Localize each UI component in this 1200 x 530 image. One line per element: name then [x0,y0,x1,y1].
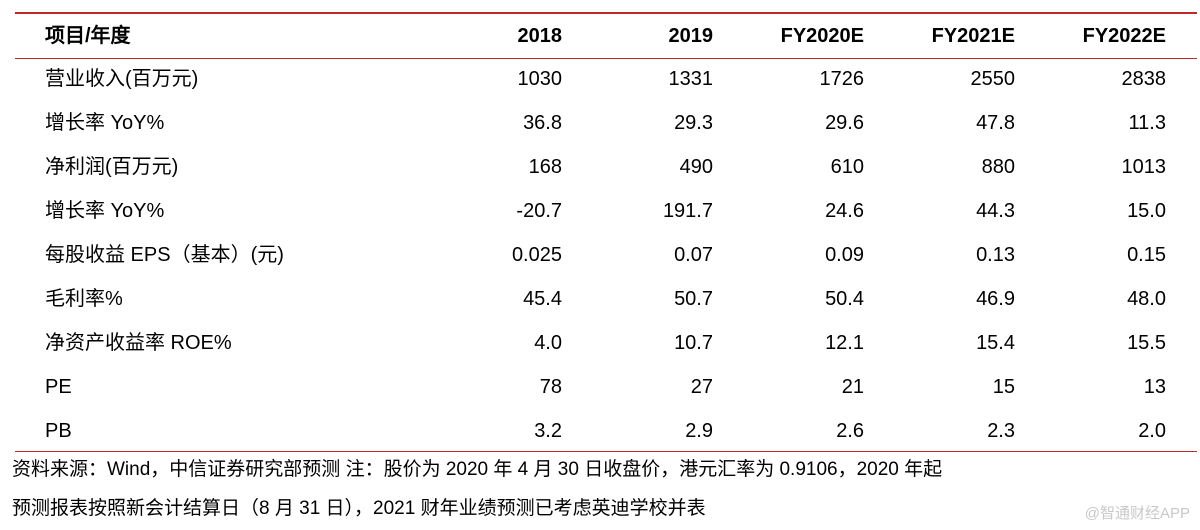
value-cell: 0.13 [976,244,1015,266]
value-cell: 15 [992,376,1015,398]
watermark: @智通财经APP [1084,505,1190,522]
value-cell: 21 [841,376,864,398]
row-label: 每股收益 EPS（基本）(元) [45,244,284,266]
top-rule [15,12,1197,14]
value-cell: 0.15 [1127,244,1166,266]
value-cell: 490 [679,156,713,178]
value-cell: 2838 [1121,68,1167,90]
header-cell: FY2020E [780,25,864,47]
value-cell: -20.7 [516,200,562,222]
value-cell: 27 [690,376,713,398]
row-label: 毛利率% [45,288,123,310]
bottom-rule [15,451,1197,452]
value-cell: 3.2 [534,420,562,442]
value-cell: 880 [981,156,1015,178]
header-rule [15,58,1197,59]
row-label: 增长率 YoY% [45,112,165,134]
value-cell: 12.1 [825,332,864,354]
value-cell: 46.9 [976,288,1015,310]
header-cell: 项目/年度 [45,25,131,47]
row-label: 营业收入(百万元) [45,68,199,90]
header-cell: FY2021E [931,25,1015,47]
value-cell: 0.09 [825,244,864,266]
value-cell: 36.8 [523,112,562,134]
value-cell: 44.3 [976,200,1015,222]
value-cell: 1726 [819,68,865,90]
value-cell: 13 [1143,376,1166,398]
value-cell: 2.0 [1138,420,1166,442]
value-cell: 1013 [1121,156,1167,178]
row-label: PE [45,376,72,398]
value-cell: 15.0 [1127,200,1166,222]
row-label: 净利润(百万元) [45,156,179,178]
row-label: 增长率 YoY% [45,200,165,222]
value-cell: 610 [830,156,864,178]
value-cell: 48.0 [1127,288,1166,310]
value-cell: 50.4 [825,288,864,310]
value-cell: 45.4 [523,288,562,310]
header-cell: 2019 [668,25,714,47]
footnote: 预测报表按照新会计结算日（8 月 31 日），2021 财年业绩预测已考虑英迪学… [12,498,706,519]
value-cell: 4.0 [534,332,562,354]
value-cell: 2550 [970,68,1016,90]
value-cell: 2.3 [987,420,1015,442]
value-cell: 78 [539,376,562,398]
header-cell: 2018 [517,25,563,47]
value-cell: 47.8 [976,112,1015,134]
value-cell: 10.7 [674,332,713,354]
value-cell: 1331 [668,68,714,90]
value-cell: 1030 [517,68,563,90]
value-cell: 0.07 [674,244,713,266]
value-cell: 2.6 [836,420,864,442]
value-cell: 24.6 [825,200,864,222]
footnote: 资料来源：Wind，中信证券研究部预测 注：股价为 2020 年 4 月 30 … [12,459,943,480]
row-label: PB [45,420,72,442]
value-cell: 15.5 [1127,332,1166,354]
value-cell: 2.9 [685,420,713,442]
value-cell: 191.7 [662,200,713,222]
value-cell: 29.3 [674,112,713,134]
value-cell: 168 [528,156,562,178]
value-cell: 15.4 [976,332,1015,354]
value-cell: 0.025 [511,244,562,266]
row-label: 净资产收益率 ROE% [45,332,232,354]
value-cell: 11.3 [1128,112,1166,134]
header-cell: FY2022E [1082,25,1166,47]
value-cell: 50.7 [674,288,713,310]
value-cell: 29.6 [825,112,864,134]
